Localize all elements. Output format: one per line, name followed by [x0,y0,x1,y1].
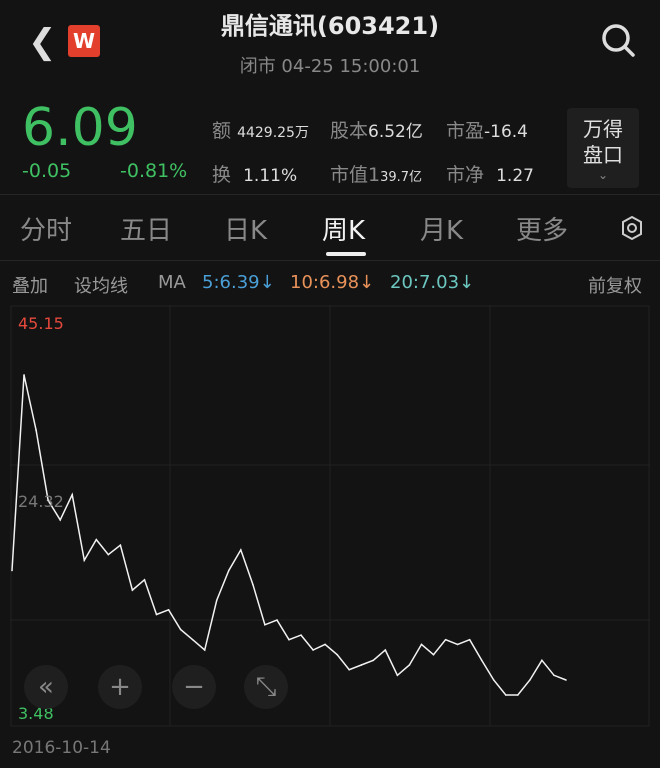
price-point [264,623,266,626]
zoom-out-button[interactable]: − [172,665,216,709]
stat-amount: 额 4429.25万 [212,120,309,142]
tab-monthly-k[interactable]: 月K [420,216,464,246]
ma20-value: 20:7.03↓ [390,272,475,293]
price-point [360,664,363,666]
max-price-label: 45.15 [18,314,64,333]
fullscreen-icon: ⤡ [255,672,277,702]
overlay-button[interactable]: 叠加 [12,276,48,297]
stat-pe: 市盈-16.4 [446,120,529,142]
price-point [191,638,194,641]
chevron-left-icon: ❮ [28,22,57,62]
market-status: 闭市 04-25 15:00:01 [239,56,421,77]
tab-five-day[interactable]: 五日 [120,216,173,246]
price-point [35,429,37,431]
start-date-label: 2016-10-14 [12,738,111,758]
ma10-value: 10:6.98↓ [290,272,375,293]
price-point [11,569,13,572]
price-point [119,544,122,547]
price-point [408,664,411,666]
divider [0,260,660,261]
wind-logo: W [68,25,100,57]
price-point [396,674,399,677]
price-point [541,659,543,662]
price-point [300,634,302,636]
hexagon-gear-icon[interactable] [620,215,644,241]
scroll-left-button[interactable]: « [24,665,68,709]
price-point [529,679,531,681]
price-point [372,659,375,662]
double-chevron-left-icon: « [38,672,54,702]
search-icon[interactable] [600,22,636,58]
adjust-button[interactable]: 前复权 [588,276,642,297]
stat-pb: 市净 1.27 [446,164,534,186]
price-point [252,583,254,586]
price-point [155,613,158,616]
price-point [215,599,218,602]
price-point [565,679,567,681]
price-point [504,694,507,696]
grid [10,305,650,727]
price-point [107,553,110,556]
divider [0,194,660,195]
price-point [336,653,338,656]
last-price: 6.09 [22,98,138,158]
price-point [71,493,74,496]
chevron-down-icon: ⌄ [597,168,609,182]
price-point [167,608,170,611]
price-point [480,659,483,662]
tab-weekly-k[interactable]: 周K [322,216,366,246]
zoom-out-icon: − [183,672,205,702]
zoom-in-button[interactable]: + [98,665,142,709]
price-point [348,668,351,671]
tab-intraday[interactable]: 分时 [20,216,73,246]
price-point [432,653,435,656]
stat-turnover: 换 1.11% [212,164,298,186]
active-tab-indicator [326,252,366,256]
price-change-pct: -0.81% [120,160,188,182]
price-point [59,519,61,521]
price-point [240,549,242,551]
price-point [83,559,86,561]
mid-price-label: 24.32 [18,492,64,511]
back-button[interactable]: ❮ [28,22,57,62]
tab-daily-k[interactable]: 日K [224,216,268,246]
price-point [384,649,387,651]
price-point [517,694,519,696]
price-point [203,649,206,651]
price-line [11,374,567,696]
price-point [420,643,423,646]
price-point [276,619,278,621]
wind-orderbook-button[interactable]: 万得 盘口 ⌄ [567,108,639,188]
stat-market-cap: 市值139.7亿 [330,164,423,186]
price-point [492,679,495,681]
set-ma-button[interactable]: 设均线 [74,276,128,297]
ma5-value: 5:6.39↓ [202,272,275,293]
price-point [23,374,25,376]
price-point [456,643,459,646]
tab-more[interactable]: 更多 [516,216,569,246]
stat-shares: 股本6.52亿 [330,120,423,142]
price-point [553,674,555,677]
ma-label: MA [158,272,186,293]
price-point [288,638,290,641]
price-change: -0.05 [22,160,72,182]
price-point [143,579,146,581]
price-point [468,638,471,641]
fullscreen-button[interactable]: ⤡ [244,665,288,709]
price-point [131,589,134,591]
price-point [227,569,230,572]
price-point [179,628,182,631]
stock-title: 鼎信通讯(603421) [220,12,440,40]
price-point [444,638,447,641]
zoom-in-icon: + [109,672,131,702]
price-point [95,538,98,541]
price-point [324,643,326,646]
price-point [312,649,314,651]
price-point [47,499,49,502]
weekly-k-chart[interactable]: 45.15 24.32 3.48 [10,305,650,730]
